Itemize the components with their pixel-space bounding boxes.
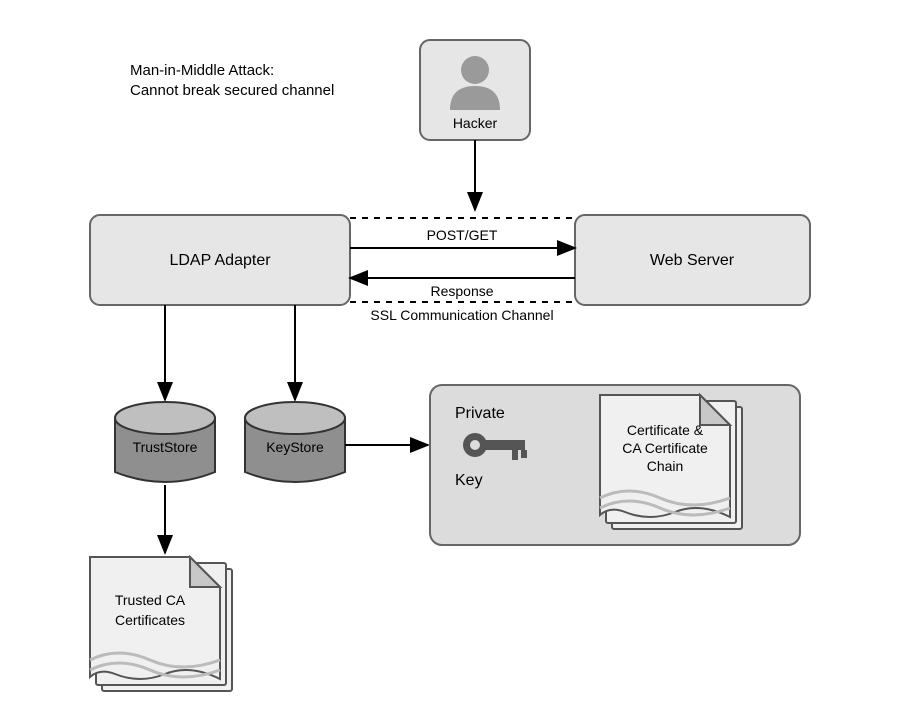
node-ldap-adapter: LDAP Adapter <box>90 215 350 305</box>
trustedca-line2: Certificates <box>115 612 185 628</box>
node-web-server: Web Server <box>575 215 810 305</box>
trustedca-line1: Trusted CA <box>115 592 186 608</box>
truststore-label: TrustStore <box>133 439 198 455</box>
cert-line1: Certificate & <box>627 422 704 438</box>
private-label: Private <box>455 405 505 422</box>
response-label: Response <box>430 283 493 299</box>
webserver-label: Web Server <box>650 252 735 269</box>
key-label: Key <box>455 472 483 489</box>
post-get-label: POST/GET <box>427 227 498 243</box>
ssl-channel-label: SSL Communication Channel <box>370 307 553 323</box>
node-keystore: KeyStore <box>245 402 345 482</box>
caption-line2: Cannot break secured channel <box>130 82 334 99</box>
node-truststore: TrustStore <box>115 402 215 482</box>
node-trusted-ca-doc: Trusted CA Certificates <box>90 557 232 691</box>
node-key-container: Private Key Certificate & CA Certificate… <box>430 385 800 545</box>
diagram-canvas: Man-in-Middle Attack: Cannot break secur… <box>0 0 908 714</box>
keystore-label: KeyStore <box>266 439 324 455</box>
caption-line1: Man-in-Middle Attack: <box>130 62 274 79</box>
ldap-label: LDAP Adapter <box>169 252 271 269</box>
cert-line2: CA Certificate <box>622 440 708 456</box>
hacker-label: Hacker <box>453 115 498 131</box>
node-hacker: Hacker <box>420 40 530 140</box>
cert-line3: Chain <box>647 458 684 474</box>
node-cert-chain: Certificate & CA Certificate Chain <box>600 395 742 529</box>
